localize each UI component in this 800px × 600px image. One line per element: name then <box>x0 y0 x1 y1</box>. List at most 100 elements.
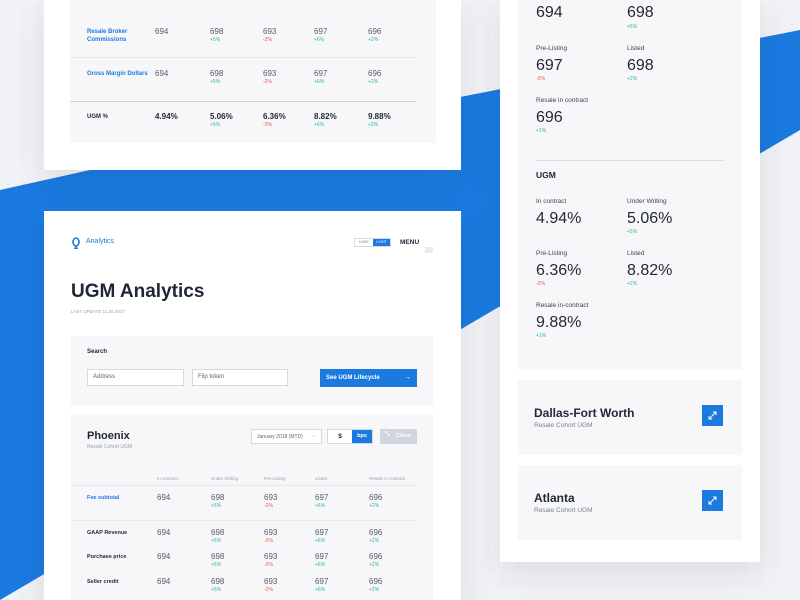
cell-value: 694 <box>157 552 171 561</box>
flip-token-input[interactable]: Flip token <box>192 369 288 386</box>
city-card-atlanta[interactable]: Atlanta Resale Cohort UGM <box>518 465 742 540</box>
row-divider <box>70 101 416 102</box>
phoenix-panel: Phoenix Resale Cohort UGM January 2018 (… <box>71 414 433 600</box>
cell-change: -2% <box>264 562 273 568</box>
cell-value: 693 <box>263 27 277 36</box>
cell-value: 693 <box>264 552 278 561</box>
cell-value: 696 <box>368 69 382 78</box>
unit-bps-option[interactable]: bps <box>352 430 372 443</box>
cell-value: 698 <box>210 69 224 78</box>
cell-value: 697 <box>315 577 329 586</box>
cell-value: 697 <box>315 552 329 561</box>
metric-value: 694 <box>536 4 563 21</box>
cell-change: +2% <box>368 79 379 85</box>
cell-change: +5% <box>210 79 221 85</box>
metric-value: 698 <box>627 57 654 74</box>
period-value: January 2018 (MTD) <box>257 434 303 440</box>
city-subtitle: Resale Cohort UGM <box>534 422 593 429</box>
cell-value: 6.36% <box>263 112 286 121</box>
unit-toggle[interactable]: $ bps <box>327 429 373 444</box>
see-ugm-lifecycle-button[interactable]: See UGM Lifecycle → <box>320 369 417 387</box>
header-divider <box>71 485 417 486</box>
address-input[interactable]: Address <box>87 369 184 386</box>
cell-value: 698 <box>211 528 225 537</box>
cell-value: 696 <box>369 493 383 502</box>
top-table-card: Resale Broker Commissions 694 698 +5% 69… <box>44 0 461 170</box>
expand-icon[interactable] <box>702 490 723 511</box>
metric-change: +1% <box>536 333 547 339</box>
top-table-panel: Resale Broker Commissions 694 698 +5% 69… <box>70 0 436 143</box>
metric-value: 696 <box>536 109 563 126</box>
cell-value: 698 <box>210 27 224 36</box>
cell-change: -2% <box>264 587 273 593</box>
cell-value: 698 <box>211 577 225 586</box>
arrow-right-icon: → <box>404 374 411 381</box>
row-divider <box>71 520 417 521</box>
theme-light-option[interactable]: LIGHT <box>373 239 390 246</box>
cell-value: 696 <box>369 552 383 561</box>
cell-change: +2% <box>369 587 380 593</box>
menu-label[interactable]: MENU <box>400 239 420 246</box>
cell-change: +6% <box>315 538 326 544</box>
city-name: Dallas-Fort Worth <box>534 406 635 420</box>
cell-change: +5% <box>211 562 222 568</box>
ugm-heading: UGM <box>536 170 556 180</box>
button-label: See UGM Lifecycle <box>326 375 380 381</box>
close-button[interactable]: ⤡ Close <box>380 429 417 444</box>
cell-change: +6% <box>315 587 326 593</box>
row-label-fee-subtotal[interactable]: Fee subtotal <box>87 495 120 501</box>
metric-value: 6.36% <box>536 262 582 279</box>
row-label-gross-margin[interactable]: Gross Margin Dollars <box>87 71 148 77</box>
close-label: Close <box>396 433 411 439</box>
metric-label: Resale in-contract <box>536 302 589 309</box>
metric-label: Listed <box>627 250 645 257</box>
logo-text[interactable]: Analytics <box>86 238 115 245</box>
cell-change: +6% <box>314 122 325 128</box>
unit-dollar-option[interactable]: $ <box>338 433 342 440</box>
cell-value: 5.06% <box>210 112 233 121</box>
page-title: UGM Analytics <box>71 281 205 302</box>
expand-icon[interactable] <box>702 405 723 426</box>
metric-value: 698 <box>627 4 654 21</box>
metric-value: 4.94% <box>536 210 582 227</box>
cell-change: -2% <box>263 37 272 43</box>
cell-change: +2% <box>369 562 380 568</box>
cell-value: 696 <box>369 528 383 537</box>
cell-value: 9.88% <box>368 112 391 121</box>
period-select[interactable]: January 2018 (MTD) ⌄ <box>251 429 322 444</box>
theme-toggle[interactable]: DARK LIGHT <box>354 238 391 247</box>
cell-value: 694 <box>157 528 171 537</box>
city-card-dallas[interactable]: Dallas-Fort Worth Resale Cohort UGM <box>518 380 742 455</box>
row-label-resale-broker[interactable]: Resale Broker Commissions <box>87 29 128 43</box>
city-name: Atlanta <box>534 491 575 505</box>
metric-label: Under Writing <box>627 198 667 205</box>
column-header: Listed <box>315 476 328 481</box>
cell-value: 693 <box>264 493 278 502</box>
row-label-gaap-revenue: GAAP Revenue <box>87 530 128 536</box>
cell-value: 697 <box>315 528 329 537</box>
metric-label: Pre-Listing <box>536 45 568 52</box>
cell-change: +5% <box>211 503 222 509</box>
metric-change: -2% <box>536 76 545 82</box>
cell-value: 696 <box>369 577 383 586</box>
last-update: LAST UPDATE 11.20.2017 <box>71 309 125 314</box>
cell-change: -2% <box>263 122 272 128</box>
metric-change: +5% <box>627 24 638 30</box>
hamburger-icon[interactable] <box>425 240 433 253</box>
cell-value: 693 <box>264 577 278 586</box>
theme-dark-option[interactable]: DARK <box>359 240 369 244</box>
cell-change: +2% <box>369 503 380 509</box>
cell-value: 8.82% <box>314 112 337 121</box>
row-label-ugm: UGM % <box>87 114 108 120</box>
row-label-purchase-price: Purchase price <box>87 554 127 560</box>
metric-label: In contract <box>536 198 567 205</box>
metric-value: 697 <box>536 57 563 74</box>
cell-change: +2% <box>368 37 379 43</box>
cell-change: +6% <box>314 79 325 85</box>
search-panel: Search Address Flip token See UGM Lifecy… <box>71 336 433 405</box>
cell-value: 697 <box>315 493 329 502</box>
cell-value: 697 <box>314 69 328 78</box>
cell-value: 694 <box>157 493 171 502</box>
row-label-seller-credit: Seller credit <box>87 579 119 585</box>
column-header: Resale in contract <box>369 476 406 481</box>
